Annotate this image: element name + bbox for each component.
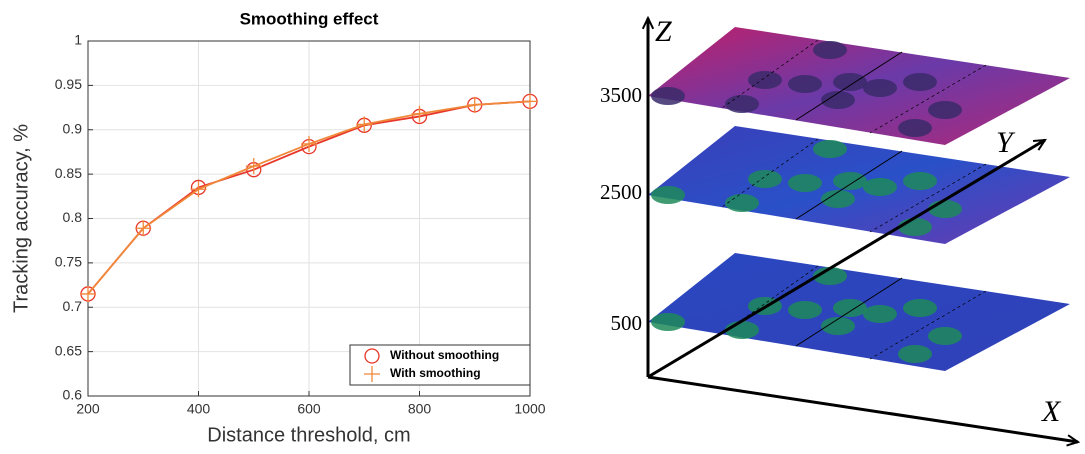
layer-dot bbox=[725, 321, 759, 339]
layer-dot bbox=[821, 317, 855, 335]
x-tick-label: 800 bbox=[408, 401, 432, 417]
layer-dot bbox=[725, 95, 759, 113]
layer-dot bbox=[821, 190, 855, 208]
y-tick-label: 0.9 bbox=[63, 120, 83, 136]
layer-dot bbox=[898, 218, 932, 236]
axis-label: Z bbox=[655, 15, 672, 48]
x-tick-label: 200 bbox=[76, 401, 100, 417]
layer-dot bbox=[813, 41, 847, 59]
layer-dot bbox=[833, 299, 867, 317]
layer-dot bbox=[788, 75, 822, 93]
layer-dot bbox=[898, 119, 932, 137]
legend: Without smoothing With smoothing bbox=[350, 345, 530, 385]
legend-label: With smoothing bbox=[390, 366, 481, 380]
layer-dot bbox=[651, 186, 685, 204]
layer-dot bbox=[928, 101, 962, 119]
y-tick-label: 0.65 bbox=[55, 342, 82, 358]
layer-dot bbox=[928, 327, 962, 345]
layer-dot bbox=[863, 79, 897, 97]
layer-dot bbox=[788, 174, 822, 192]
layer-dot bbox=[651, 313, 685, 331]
axis-label: Y bbox=[996, 126, 1016, 159]
layer-dot bbox=[821, 91, 855, 109]
layer-dot bbox=[863, 305, 897, 323]
layer-dot bbox=[903, 73, 937, 91]
layer-dot bbox=[928, 200, 962, 218]
chart-title: Smoothing effect bbox=[240, 9, 379, 28]
x-tick-label: 600 bbox=[297, 401, 321, 417]
layer-dot bbox=[903, 299, 937, 317]
layer-dot bbox=[833, 172, 867, 190]
layer-label: 2500 bbox=[600, 180, 642, 204]
layer-label: 3500 bbox=[600, 83, 642, 107]
y-tick-label: 0.95 bbox=[55, 76, 82, 92]
y-tick-label: 0.85 bbox=[55, 165, 82, 181]
axis-line bbox=[648, 377, 1078, 442]
legend-label: Without smoothing bbox=[390, 348, 499, 362]
y-axis-label: Tracking accuracy, % bbox=[10, 124, 32, 313]
layer-dot bbox=[813, 140, 847, 158]
y-tick-label: 0.75 bbox=[55, 254, 82, 270]
layer-illustration: 3500 2500 500 Z Y X bbox=[600, 15, 1078, 446]
layer-dot bbox=[898, 345, 932, 363]
layer-dot bbox=[651, 87, 685, 105]
axis-label: X bbox=[1041, 395, 1062, 428]
x-tick-label: 400 bbox=[187, 401, 211, 417]
layer-label: 500 bbox=[611, 311, 643, 335]
layer-dot bbox=[903, 172, 937, 190]
y-tick-label: 0.7 bbox=[63, 298, 83, 314]
layer-dot bbox=[833, 73, 867, 91]
layer-dot bbox=[725, 194, 759, 212]
y-tick-label: 1 bbox=[74, 32, 82, 48]
x-tick-label: 1000 bbox=[514, 401, 545, 417]
page: 0.60.650.70.750.80.850.90.95120040060080… bbox=[0, 0, 1085, 454]
y-tick-label: 0.8 bbox=[63, 209, 83, 225]
layer-dot bbox=[863, 178, 897, 196]
x-axis-label: Distance threshold, cm bbox=[207, 424, 410, 446]
layer-dot bbox=[788, 301, 822, 319]
